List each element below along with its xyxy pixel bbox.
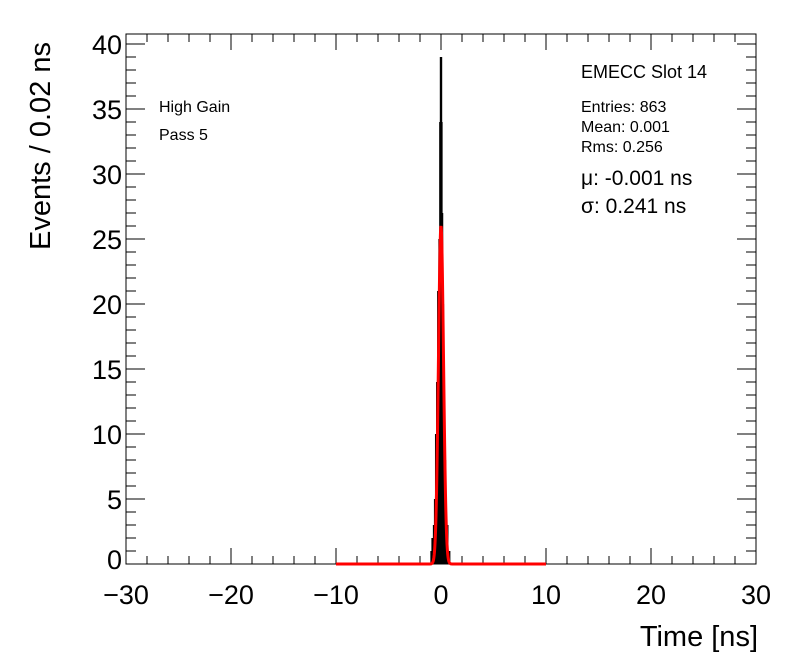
gaussian-fit-curve [336,225,546,566]
histogram-bin [431,538,434,564]
plot-title: EMECC Slot 14 [581,62,708,82]
x-tick-label: 20 [636,580,666,610]
x-tick-label: −10 [313,580,359,610]
y-tick-label: 35 [92,95,122,125]
y-tick-label: 0 [107,545,122,575]
x-axis-label: Time [ns] [639,621,758,653]
y-tick-label: 10 [92,420,122,450]
y-tick-label: 40 [92,30,122,60]
stat-entries: Entries: 863 [581,99,667,116]
y-tick-label: 25 [92,225,122,255]
stat-mean: Mean: 0.001 [581,119,670,136]
x-tick-label: 10 [531,580,561,610]
fit-mu: μ: -0.001 ns [581,167,693,190]
stat-rms: Rms: 0.256 [581,139,663,156]
x-tick-label: −30 [103,580,149,610]
x-tick-label: 30 [741,580,771,610]
x-tick-label: −20 [208,580,254,610]
annotation-gain: High Gain [159,99,231,116]
annotation-pass: Pass 5 [159,127,208,144]
y-tick-label: 20 [92,290,122,320]
y-tick-label: 30 [92,160,122,190]
x-tick-label: 0 [433,580,448,610]
fit-sigma: σ: 0.241 ns [581,195,687,218]
y-tick-label: 15 [92,355,122,385]
y-axis-label: Events / 0.02 ns [25,42,57,250]
y-tick-label: 5 [107,485,122,515]
